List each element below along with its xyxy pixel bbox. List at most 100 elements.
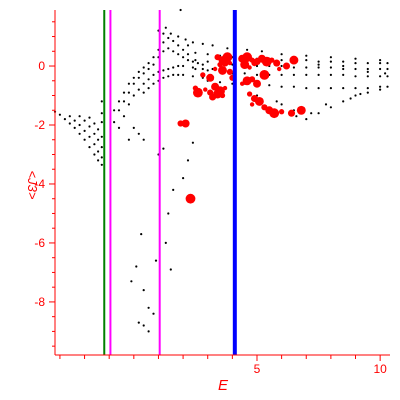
data-point xyxy=(305,118,308,121)
data-point xyxy=(329,56,332,59)
data-point xyxy=(324,103,328,106)
data-point xyxy=(137,76,140,79)
data-point xyxy=(147,306,150,309)
data-point xyxy=(194,59,197,62)
data-point xyxy=(152,56,155,59)
y-tick-label: 0 xyxy=(38,59,45,73)
data-point xyxy=(292,73,295,76)
axes xyxy=(54,10,390,356)
data-point xyxy=(147,62,150,65)
data-point xyxy=(246,48,249,51)
data-point xyxy=(142,138,145,141)
data-point xyxy=(73,119,76,122)
data-point xyxy=(122,115,126,118)
data-point xyxy=(342,73,345,76)
data-point xyxy=(342,87,345,90)
data-point xyxy=(169,268,172,271)
data-point xyxy=(172,73,175,76)
data-point xyxy=(147,67,150,71)
y-tick-label: -2 xyxy=(34,118,45,132)
data-point xyxy=(172,39,175,43)
data-point xyxy=(117,126,121,129)
x-tick-label: 5 xyxy=(254,362,261,376)
data-point xyxy=(251,60,258,67)
data-point xyxy=(255,73,259,76)
data-point xyxy=(97,159,100,162)
data-point xyxy=(182,177,185,180)
data-point xyxy=(217,61,223,68)
data-point xyxy=(342,67,345,71)
data-point xyxy=(93,153,96,156)
data-point xyxy=(162,69,165,72)
data-point xyxy=(152,73,155,76)
data-point xyxy=(296,105,306,115)
data-point xyxy=(142,324,145,327)
series-1 xyxy=(177,52,306,204)
data-point xyxy=(164,241,167,244)
data-point xyxy=(127,82,130,85)
data-point xyxy=(97,138,100,141)
data-point xyxy=(154,259,158,262)
ticks: 5 10 0 -2 -4 -6 -8 xyxy=(34,21,387,376)
data-point xyxy=(280,64,283,68)
data-point xyxy=(93,132,96,135)
data-point xyxy=(305,59,308,62)
data-point xyxy=(63,118,66,121)
data-point xyxy=(172,50,175,53)
data-point xyxy=(227,60,233,66)
data-point xyxy=(206,53,209,56)
data-point xyxy=(226,47,229,50)
data-point xyxy=(73,126,76,129)
data-point xyxy=(305,87,308,90)
data-point xyxy=(203,87,208,92)
data-point xyxy=(226,68,233,75)
data-point xyxy=(310,112,313,115)
data-point xyxy=(167,67,170,71)
data-point xyxy=(206,69,209,72)
data-point xyxy=(329,66,332,69)
data-point xyxy=(100,163,103,166)
data-point xyxy=(186,59,190,62)
data-point xyxy=(246,91,253,97)
data-point xyxy=(117,100,121,103)
data-point xyxy=(68,122,71,125)
data-point xyxy=(206,73,215,82)
data-point xyxy=(295,115,298,118)
data-point xyxy=(167,75,170,78)
data-point xyxy=(379,59,382,62)
data-point xyxy=(186,44,190,47)
data-point xyxy=(280,85,283,88)
data-point xyxy=(280,73,283,76)
data-point xyxy=(329,106,332,109)
data-point xyxy=(137,321,140,324)
data-point xyxy=(280,53,283,56)
x-tick-label: 10 xyxy=(373,362,387,376)
data-point xyxy=(269,108,280,119)
data-point xyxy=(366,75,369,78)
data-point xyxy=(317,112,320,115)
data-point xyxy=(366,70,369,73)
data-point xyxy=(68,115,71,118)
data-point xyxy=(100,121,103,124)
data-point xyxy=(181,119,190,128)
data-point xyxy=(172,66,175,69)
data-point xyxy=(177,73,180,76)
data-point xyxy=(147,330,150,333)
data-point xyxy=(213,89,223,99)
data-point xyxy=(247,65,252,70)
data-point xyxy=(162,76,165,79)
data-point xyxy=(384,72,387,75)
data-point xyxy=(182,64,185,68)
data-point xyxy=(113,109,116,112)
data-point xyxy=(329,60,332,63)
vertical-lines xyxy=(103,10,237,355)
data-point xyxy=(354,87,357,90)
data-point xyxy=(317,63,320,66)
data-point xyxy=(169,32,172,35)
data-point xyxy=(191,66,194,69)
data-point xyxy=(191,75,194,78)
data-point xyxy=(83,138,86,141)
data-point xyxy=(58,113,62,116)
data-point xyxy=(100,135,103,138)
data-point xyxy=(260,50,263,53)
